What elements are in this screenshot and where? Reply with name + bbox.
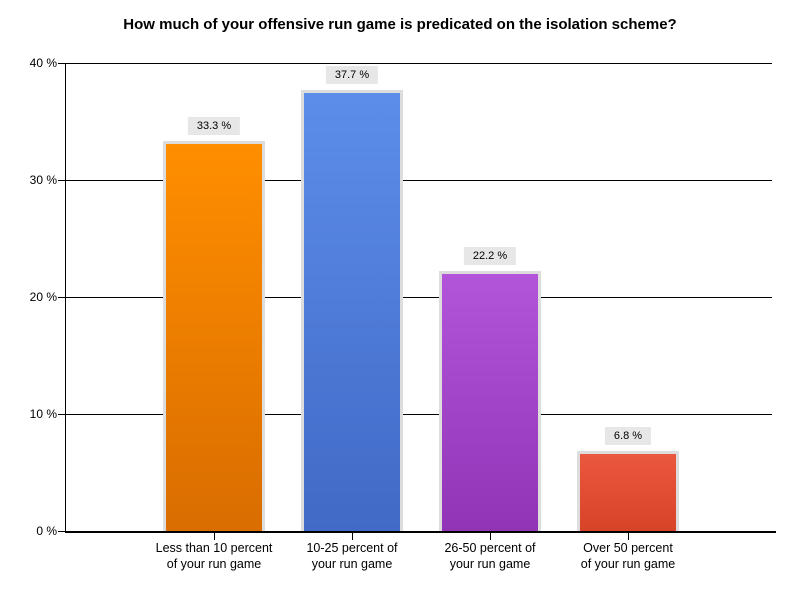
bar xyxy=(577,451,679,531)
x-axis-label: Over 50 percent of your run game xyxy=(548,540,708,572)
x-axis-label-line: of your run game xyxy=(166,557,262,571)
x-axis-tick xyxy=(490,533,491,540)
bar xyxy=(301,89,403,531)
y-axis-tick xyxy=(58,414,65,415)
y-axis-tick xyxy=(58,531,65,532)
gridline xyxy=(65,180,772,181)
bar-value-label: 22.2 % xyxy=(463,247,517,266)
x-axis-label-line: your run game xyxy=(449,557,531,571)
y-axis-tick xyxy=(58,180,65,181)
x-axis-label: 26-50 percent of your run game xyxy=(410,540,570,572)
chart-title: How much of your offensive run game is p… xyxy=(123,16,677,33)
gridline xyxy=(65,414,772,415)
y-axis-label: 10 % xyxy=(29,407,57,421)
x-axis-label-line: 26-50 percent of xyxy=(444,541,536,555)
y-axis-label: 20 % xyxy=(29,290,57,304)
x-axis-label-line: your run game xyxy=(311,557,393,571)
y-axis-tick xyxy=(58,63,65,64)
x-axis-label-line: 10-25 percent of xyxy=(306,541,398,555)
x-axis-line xyxy=(65,531,776,533)
x-axis-tick xyxy=(214,533,215,540)
x-axis-label: 10-25 percent of your run game xyxy=(272,540,432,572)
x-axis-label-line: Over 50 percent xyxy=(583,541,673,555)
y-axis-label: 30 % xyxy=(29,173,57,187)
y-axis-tick xyxy=(58,297,65,298)
y-axis-label: 40 % xyxy=(29,56,57,70)
x-axis-label: Less than 10 percent of your run game xyxy=(134,540,294,572)
y-axis-line xyxy=(65,63,66,531)
bar xyxy=(439,271,541,531)
y-axis-label: 0 % xyxy=(36,524,57,538)
x-axis-tick xyxy=(628,533,629,540)
x-axis-label-line: of your run game xyxy=(580,557,676,571)
x-axis-tick xyxy=(352,533,353,540)
gridline xyxy=(65,63,772,64)
bar xyxy=(163,141,265,531)
bar-value-label: 37.7 % xyxy=(325,65,379,84)
bar-value-label: 33.3 % xyxy=(187,117,241,136)
gridline xyxy=(65,297,772,298)
bar-value-label: 6.8 % xyxy=(604,427,652,446)
x-axis-label-line: Less than 10 percent xyxy=(155,541,273,555)
